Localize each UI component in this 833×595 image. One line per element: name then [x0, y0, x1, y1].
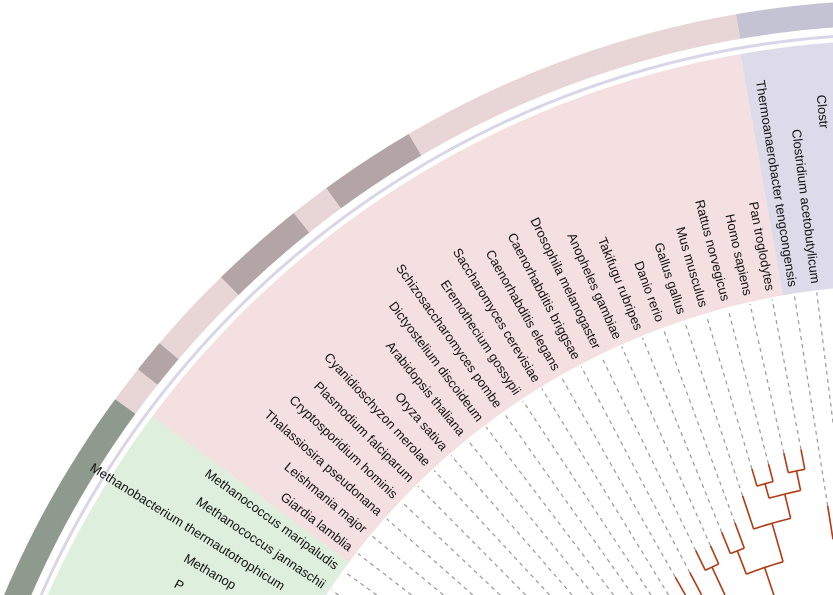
leaf-connector	[417, 485, 527, 595]
branch-segment	[771, 523, 784, 562]
branch-segment	[734, 522, 746, 549]
leaf-connector	[771, 299, 802, 450]
ring-segment	[159, 277, 239, 360]
tree-branches	[674, 449, 833, 595]
leaf-connector	[467, 440, 594, 595]
leaf-connector	[580, 366, 691, 573]
leaf-connector	[705, 315, 753, 469]
clade-background-archaea	[47, 416, 349, 595]
outer-annotation-ring	[4, 2, 833, 595]
leaf-label: Clostr	[814, 94, 832, 130]
leaf-connector	[621, 346, 712, 547]
branch-segment	[800, 449, 806, 470]
leaf-connector	[600, 355, 697, 551]
ring-segment	[221, 213, 310, 296]
ring-segment	[137, 343, 179, 385]
leaf-connector	[662, 329, 736, 524]
leaf-connector	[503, 413, 634, 595]
leaf-connector	[749, 303, 785, 454]
leaf-connector	[371, 535, 444, 595]
ring-segment	[293, 188, 341, 233]
ring-segment	[408, 14, 741, 156]
leaf-connector	[485, 426, 615, 595]
branch-segment	[795, 470, 802, 491]
branch-segment	[711, 566, 726, 595]
branch-segment	[709, 545, 720, 565]
branch-segment	[751, 468, 758, 487]
branch-segment	[767, 463, 774, 482]
leaf-connector	[641, 337, 723, 533]
leaf-connector	[522, 400, 652, 595]
branch-segment	[783, 493, 792, 519]
branch-segment	[720, 532, 732, 554]
leaf-connector-lines	[331, 292, 833, 595]
branch-segment	[689, 572, 703, 595]
leaf-connector	[433, 470, 551, 595]
leaf-connector	[727, 309, 770, 465]
branch-arc	[746, 561, 784, 575]
branch-segment	[674, 576, 687, 595]
ring-segment	[115, 369, 158, 414]
leaf-connector	[357, 553, 412, 595]
leaf-connector	[684, 321, 744, 497]
branch-segment	[764, 483, 770, 499]
ring-segment	[326, 134, 422, 209]
clade-backgrounds	[47, 42, 833, 595]
leaf-connector	[541, 388, 670, 595]
branch-segment	[741, 495, 755, 530]
branch-segment	[783, 453, 790, 473]
branch-arc	[753, 517, 791, 530]
ring-segment	[736, 2, 833, 39]
leaf-connector	[331, 589, 339, 595]
leaf-connector	[450, 455, 573, 595]
leaf-connector	[816, 292, 833, 423]
leaf-connector	[560, 376, 676, 578]
leaf-connector	[793, 295, 829, 506]
clade-background-eukaryota	[152, 54, 783, 563]
leaf-connector	[344, 571, 378, 595]
branch-arc	[788, 468, 805, 474]
branch-segment	[694, 550, 707, 571]
ring-segment	[4, 399, 136, 595]
branch-segment	[826, 505, 833, 540]
branch-arc	[756, 480, 774, 487]
leaf-connector	[401, 501, 501, 595]
clade-background-bacteria	[740, 42, 833, 296]
leaf-connector	[386, 518, 474, 595]
branch-segment	[763, 567, 775, 595]
branch-segment	[736, 550, 748, 575]
